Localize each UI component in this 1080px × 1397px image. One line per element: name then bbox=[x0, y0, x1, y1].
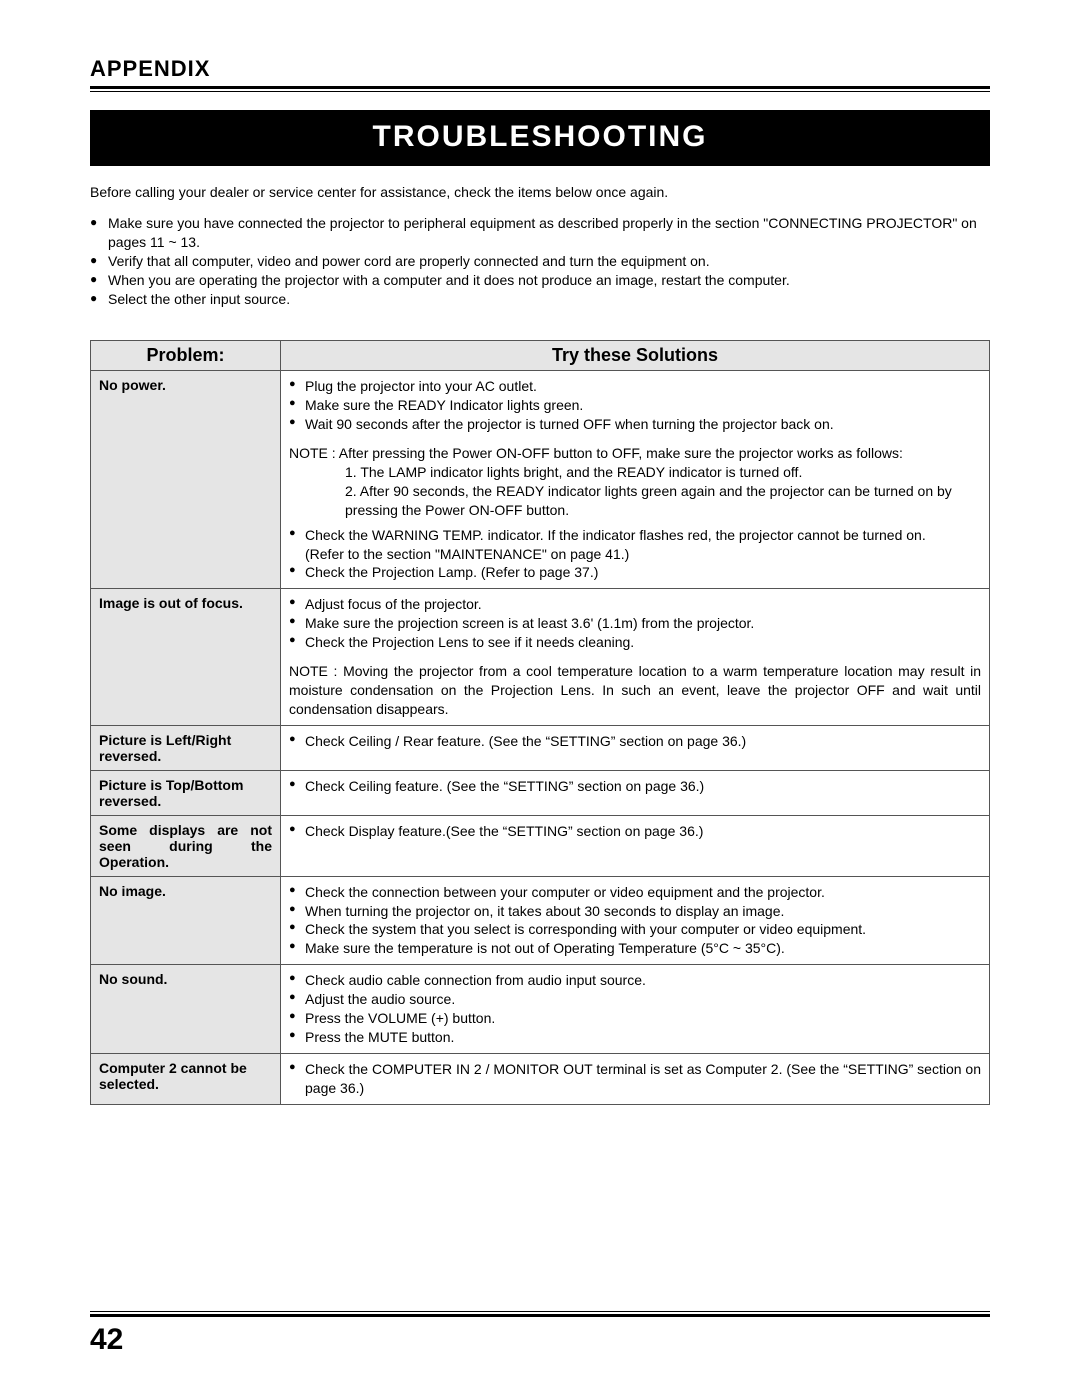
solution-line: Check audio cable connection from audio … bbox=[289, 971, 981, 990]
solution-cell: Check audio cable connection from audio … bbox=[281, 965, 990, 1054]
rule-thin bbox=[90, 91, 990, 92]
solution-cell: Check Ceiling / Rear feature. (See the “… bbox=[281, 725, 990, 770]
problem-cell: No power. bbox=[91, 371, 281, 589]
page-footer: 42 bbox=[0, 1311, 1080, 1357]
problem-cell: No sound. bbox=[91, 965, 281, 1054]
solution-line: Press the VOLUME (+) button. bbox=[289, 1009, 981, 1028]
solution-cell: Adjust focus of the projector.Make sure … bbox=[281, 589, 990, 725]
solution-line: Check the Projection Lamp. (Refer to pag… bbox=[289, 563, 981, 582]
solution-cell: Check Ceiling feature. (See the “SETTING… bbox=[281, 770, 990, 815]
solution-line: Check Display feature.(See the “SETTING”… bbox=[289, 822, 981, 841]
rule-thick bbox=[90, 86, 990, 89]
table-row: Computer 2 cannot be selected.Check the … bbox=[91, 1053, 990, 1104]
intro-text: Before calling your dealer or service ce… bbox=[90, 184, 990, 200]
problem-cell: Picture is Top/Bottom reversed. bbox=[91, 770, 281, 815]
solution-line: Check the Projection Lens to see if it n… bbox=[289, 633, 981, 652]
solution-line: Plug the projector into your AC outlet. bbox=[289, 377, 981, 396]
problem-cell: Picture is Left/Right reversed. bbox=[91, 725, 281, 770]
pre-check-item: When you are operating the projector wit… bbox=[90, 271, 990, 290]
col-header-solution: Try these Solutions bbox=[281, 341, 990, 371]
pre-check-item: Verify that all computer, video and powe… bbox=[90, 252, 990, 271]
table-row: No sound. Check audio cable connection fr… bbox=[91, 965, 990, 1054]
solution-line: Check the connection between your comput… bbox=[289, 883, 981, 902]
solution-line: Check the COMPUTER IN 2 / MONITOR OUT te… bbox=[289, 1060, 981, 1098]
solution-cell: Check the COMPUTER IN 2 / MONITOR OUT te… bbox=[281, 1053, 990, 1104]
footer-rule-thick bbox=[90, 1314, 990, 1317]
solution-line: Check Ceiling feature. (See the “SETTING… bbox=[289, 777, 981, 796]
pre-check-list: Make sure you have connected the project… bbox=[90, 214, 990, 308]
solution-line: Make sure the temperature is not out of … bbox=[289, 939, 981, 958]
problem-cell: Image is out of focus. bbox=[91, 589, 281, 725]
page-number: 42 bbox=[90, 1323, 990, 1357]
solution-line: Check Ceiling / Rear feature. (See the “… bbox=[289, 732, 981, 751]
troubleshooting-table: Problem: Try these Solutions No power.Pl… bbox=[90, 340, 990, 1104]
table-row: No power.Plug the projector into your AC… bbox=[91, 371, 990, 589]
table-row: Picture is Top/Bottom reversed. Check Cei… bbox=[91, 770, 990, 815]
solution-line: Wait 90 seconds after the projector is t… bbox=[289, 415, 981, 434]
pre-check-item: Select the other input source. bbox=[90, 290, 990, 309]
solution-line: Check the WARNING TEMP. indicator. If th… bbox=[289, 526, 981, 545]
problem-cell: Computer 2 cannot be selected. bbox=[91, 1053, 281, 1104]
solution-line: NOTE : Moving the projector from a cool … bbox=[289, 662, 981, 719]
footer-rule-thin bbox=[90, 1311, 990, 1312]
solution-cell: Plug the projector into your AC outlet.M… bbox=[281, 371, 990, 589]
solution-line: Press the MUTE button. bbox=[289, 1028, 981, 1047]
table-row: Some displays are not seen during the Op… bbox=[91, 815, 990, 876]
table-row: Picture is Left/Right reversed. Check Cei… bbox=[91, 725, 990, 770]
solution-line: When turning the projector on, it takes … bbox=[289, 902, 981, 921]
appendix-label: APPENDIX bbox=[90, 56, 990, 82]
solution-line: Make sure the READY Indicator lights gre… bbox=[289, 396, 981, 415]
solution-line: Check the system that you select is corr… bbox=[289, 920, 981, 939]
solution-line: NOTE : After pressing the Power ON-OFF b… bbox=[289, 444, 981, 463]
solution-line: 1. The LAMP indicator lights bright, and… bbox=[289, 463, 981, 482]
problem-cell: Some displays are not seen during the Op… bbox=[91, 815, 281, 876]
solution-line: 2. After 90 seconds, the READY indicator… bbox=[289, 482, 981, 520]
pre-check-item: Make sure you have connected the project… bbox=[90, 214, 990, 252]
solution-cell: Check Display feature.(See the “SETTING”… bbox=[281, 815, 990, 876]
col-header-problem: Problem: bbox=[91, 341, 281, 371]
table-row: No image. Check the connection between yo… bbox=[91, 876, 990, 965]
solution-line: (Refer to the section "MAINTENANCE" on p… bbox=[289, 545, 981, 564]
solution-line: Adjust focus of the projector. bbox=[289, 595, 981, 614]
problem-cell: No image. bbox=[91, 876, 281, 965]
solution-line: Make sure the projection screen is at le… bbox=[289, 614, 981, 633]
solution-line: Adjust the audio source. bbox=[289, 990, 981, 1009]
section-banner: TROUBLESHOOTING bbox=[90, 110, 990, 166]
table-row: Image is out of focus.Adjust focus of th… bbox=[91, 589, 990, 725]
solution-cell: Check the connection between your comput… bbox=[281, 876, 990, 965]
